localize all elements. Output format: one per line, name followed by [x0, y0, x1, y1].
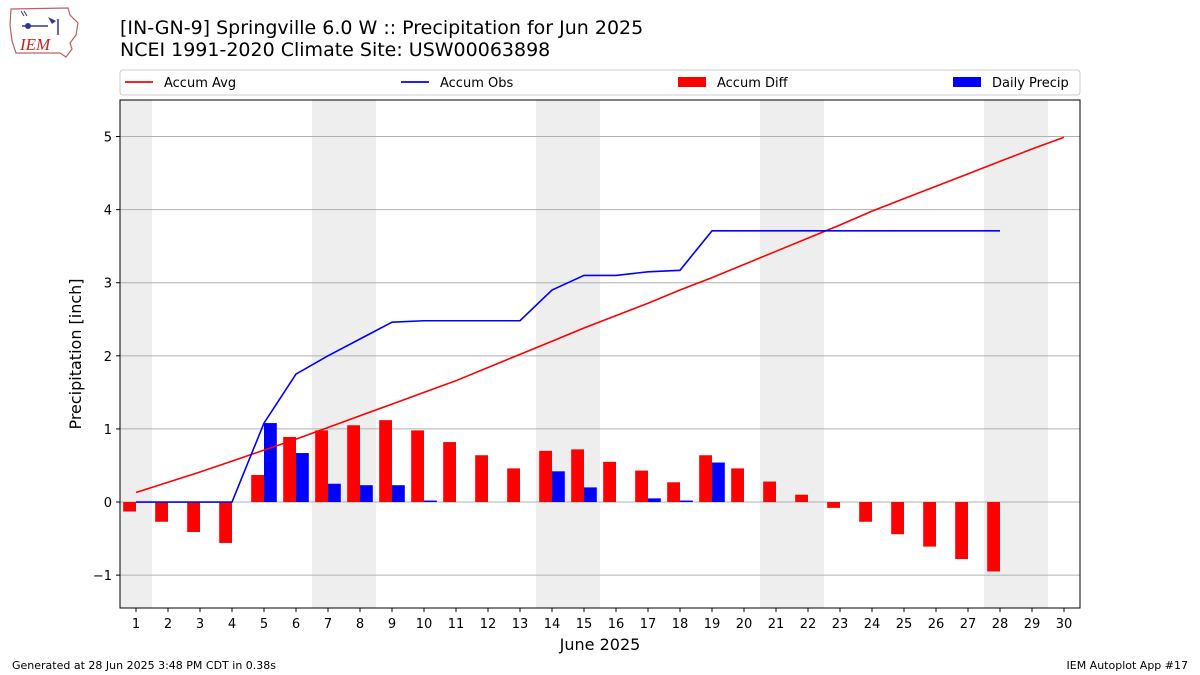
accum-diff-bar — [571, 449, 584, 503]
weekend-shade — [120, 100, 152, 608]
legend-bar-swatch — [953, 77, 981, 87]
y-tick-label: 3 — [104, 277, 112, 292]
accum-diff-bar — [411, 430, 424, 503]
accum-diff-bar — [123, 502, 136, 512]
accum-diff-bar — [923, 502, 936, 547]
accum-diff-bar — [891, 502, 904, 535]
accum-diff-bar — [763, 481, 776, 503]
daily-precip-bar — [712, 462, 725, 503]
y-tick-label: 0 — [104, 496, 112, 511]
x-tick-label: 8 — [356, 617, 364, 632]
chart-title: [IN-GN-9] Springville 6.0 W :: Precipita… — [120, 17, 644, 39]
daily-precip-bar — [328, 483, 341, 503]
accum-diff-bar — [635, 470, 648, 503]
x-tick-label: 25 — [896, 617, 913, 632]
y-tick-label: −1 — [93, 569, 112, 584]
y-tick-label: 2 — [104, 350, 112, 365]
y-tick-label: 4 — [104, 204, 112, 219]
x-tick-label: 17 — [640, 617, 657, 632]
x-tick-label: 4 — [228, 617, 236, 632]
weekend-shade — [312, 100, 376, 608]
x-tick-label: 7 — [324, 617, 332, 632]
accum-diff-bar — [987, 502, 1000, 572]
x-tick-label: 1 — [132, 617, 140, 632]
legend-box — [119, 69, 1081, 96]
x-tick-label: 19 — [704, 617, 721, 632]
x-tick-label: 28 — [992, 617, 1009, 632]
accum-diff-bar — [347, 425, 360, 503]
chart-subtitle: NCEI 1991-2020 Climate Site: USW00063898 — [120, 39, 551, 61]
accum-diff-bar — [955, 502, 968, 560]
x-tick-label: 16 — [608, 617, 625, 632]
x-tick-label: 22 — [800, 617, 817, 632]
legend-label: Accum Avg — [164, 76, 236, 91]
accum-diff-bar — [795, 494, 808, 503]
accum-diff-bar — [859, 502, 872, 522]
accum-obs-line — [136, 230, 1000, 503]
accum-diff-bar — [827, 502, 840, 508]
x-tick-label: 3 — [196, 617, 204, 632]
x-tick-label: 10 — [416, 617, 433, 632]
x-tick-label: 12 — [480, 617, 497, 632]
accum-diff-bar — [251, 474, 264, 503]
accum-diff-bar — [187, 502, 200, 532]
weekend-shade — [760, 100, 824, 608]
x-tick-label: 23 — [832, 617, 849, 632]
accum-diff-bar — [443, 442, 456, 503]
daily-precip-bar — [584, 487, 597, 503]
x-tick-label: 24 — [864, 617, 881, 632]
accum-diff-bar — [731, 468, 744, 503]
y-axis-label: Precipitation [inch] — [66, 278, 85, 429]
x-tick-label: 27 — [960, 617, 977, 632]
daily-precip-bar — [264, 423, 277, 503]
accum-diff-bar — [507, 468, 520, 503]
x-tick-label: 30 — [1056, 617, 1073, 632]
generated-timestamp: Generated at 28 Jun 2025 3:48 PM CDT in … — [12, 659, 277, 672]
x-tick-label: 29 — [1024, 617, 1041, 632]
accum-diff-bar — [315, 430, 328, 503]
x-tick-label: 6 — [292, 617, 300, 632]
daily-precip-bar — [648, 498, 661, 503]
daily-precip-bar — [296, 453, 309, 503]
accum-diff-bar — [539, 450, 552, 503]
x-tick-label: 15 — [576, 617, 593, 632]
y-tick-label: 5 — [104, 131, 112, 146]
iem-logo: IEM — [8, 5, 80, 59]
x-axis-label: June 2025 — [559, 635, 641, 654]
logo-text: IEM — [19, 35, 51, 54]
accum-diff-bar — [219, 502, 232, 543]
y-tick-label: 1 — [104, 423, 112, 438]
legend-label: Accum Diff — [717, 76, 789, 91]
accum-diff-bar — [283, 436, 296, 503]
x-tick-label: 20 — [736, 617, 753, 632]
plot-frame — [119, 99, 1081, 609]
x-tick-label: 5 — [260, 617, 268, 632]
accum-diff-bar — [667, 482, 680, 503]
x-tick-label: 14 — [544, 617, 561, 632]
x-tick-label: 9 — [388, 617, 396, 632]
daily-precip-bar — [680, 500, 693, 503]
daily-precip-bar — [392, 485, 405, 503]
weekend-shade — [536, 100, 600, 608]
accum-diff-bar — [475, 455, 488, 503]
legend-bar-swatch — [678, 77, 706, 87]
x-tick-label: 2 — [164, 617, 172, 632]
x-tick-label: 26 — [928, 617, 945, 632]
accum-diff-bar — [155, 502, 168, 522]
daily-precip-bar — [424, 500, 437, 503]
x-tick-label: 18 — [672, 617, 689, 632]
legend-label: Accum Obs — [440, 76, 513, 91]
x-tick-label: 11 — [448, 617, 465, 632]
x-tick-label: 21 — [768, 617, 785, 632]
accum-diff-bar — [379, 420, 392, 503]
daily-precip-bar — [360, 485, 373, 503]
accum-avg-line — [135, 136, 1065, 494]
x-tick-label: 13 — [512, 617, 529, 632]
app-label: IEM Autoplot App #17 — [1066, 659, 1189, 672]
accum-diff-bar — [603, 461, 616, 503]
accum-diff-bar — [699, 455, 712, 503]
daily-precip-bar — [552, 471, 565, 503]
legend-label: Daily Precip — [992, 76, 1069, 91]
